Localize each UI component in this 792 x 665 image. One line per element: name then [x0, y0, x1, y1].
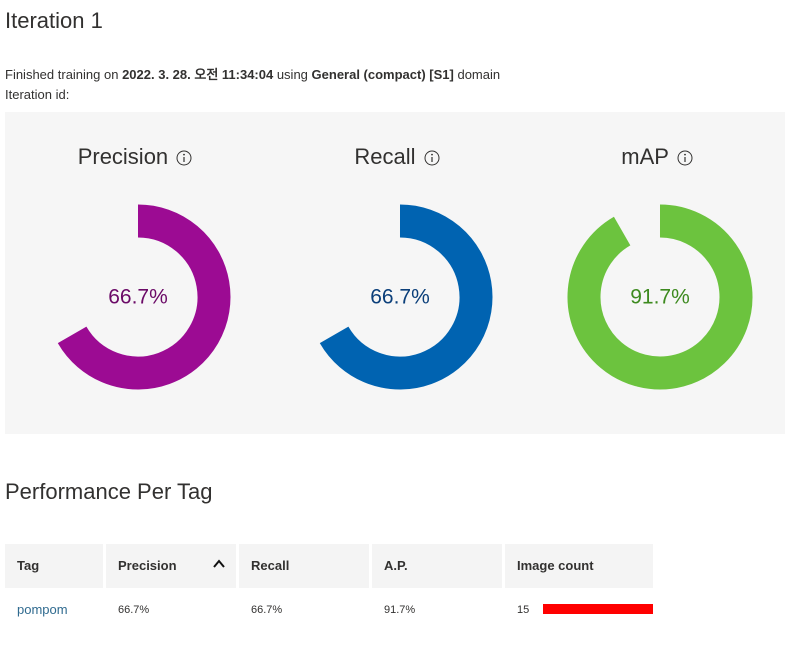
- tag-link-pompom[interactable]: pompom: [17, 602, 68, 617]
- info-icon[interactable]: [424, 150, 440, 166]
- column-header-label: Precision: [118, 558, 177, 573]
- image-count-bar: [543, 604, 653, 614]
- recall-donut: 66.7%: [319, 204, 493, 390]
- metric-map: mAP 91.7%: [527, 112, 787, 434]
- cell-recall: 66.7%: [251, 604, 283, 616]
- page-title: Iteration 1: [5, 8, 103, 33]
- map-donut: 91.7%: [567, 204, 753, 390]
- column-header-tag[interactable]: Tag: [5, 544, 103, 588]
- metric-recall: Recall 66.7%: [267, 112, 527, 434]
- info-icon[interactable]: [176, 150, 192, 166]
- metric-precision: Precision 66.7%: [5, 112, 265, 434]
- cell-ap: 91.7%: [384, 604, 416, 616]
- cell-image-count: 15: [505, 588, 655, 632]
- donut-arc: [57, 204, 231, 390]
- iteration-id-label: Iteration id:: [5, 87, 70, 102]
- training-prefix: Finished training on: [5, 67, 123, 82]
- metric-label: mAP: [621, 144, 669, 169]
- column-header-image-count[interactable]: Image count: [505, 544, 653, 588]
- precision-donut: 66.7%: [57, 204, 231, 390]
- column-header-ap[interactable]: A.P.: [372, 544, 502, 588]
- column-header-recall[interactable]: Recall: [239, 544, 369, 588]
- image-count-value: 15: [517, 604, 530, 616]
- chevron-up-icon[interactable]: [212, 557, 226, 571]
- metrics-panel: Precision 66.7% Recall 66.7% mAP 91.7%: [5, 112, 785, 434]
- metric-title: Recall: [267, 144, 527, 170]
- column-header-precision[interactable]: Precision: [106, 544, 236, 588]
- donut-value: 66.7%: [108, 286, 168, 309]
- donut-value: 91.7%: [630, 286, 690, 309]
- training-domain: General (compact) [S1]: [311, 67, 454, 82]
- cell-precision: 66.7%: [118, 604, 150, 616]
- donut-arc: [567, 204, 753, 390]
- performance-title: Performance Per Tag: [5, 479, 213, 504]
- training-suffix: domain: [453, 67, 501, 82]
- metric-title: mAP: [527, 144, 787, 170]
- donut-value: 66.7%: [370, 286, 430, 309]
- info-icon[interactable]: [677, 150, 693, 166]
- training-info: Finished training on 2022. 3. 28. 오전 11:…: [5, 65, 500, 105]
- metric-title: Precision: [5, 144, 265, 170]
- training-middle: using: [273, 67, 312, 82]
- metric-label: Recall: [354, 144, 416, 169]
- training-date: 2022. 3. 28. 오전 11:34:04: [122, 67, 274, 82]
- metric-label: Precision: [77, 144, 169, 169]
- donut-arc: [319, 204, 493, 390]
